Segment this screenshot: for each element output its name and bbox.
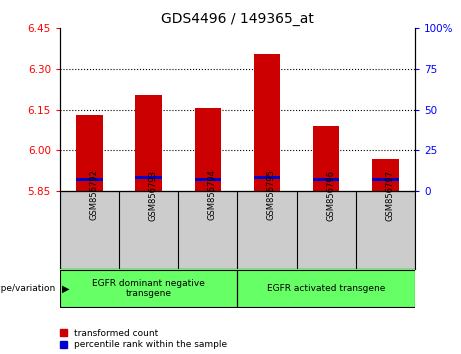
- Text: ▶: ▶: [62, 284, 70, 293]
- Text: GSM856792: GSM856792: [89, 170, 99, 221]
- Bar: [313, 178, 339, 181]
- Text: EGFR dominant negative
transgene: EGFR dominant negative transgene: [92, 279, 205, 298]
- Bar: [136, 95, 162, 191]
- Text: genotype/variation: genotype/variation: [0, 284, 55, 293]
- Bar: [372, 159, 399, 191]
- Text: GSM856797: GSM856797: [385, 170, 394, 221]
- Title: GDS4496 / 149365_at: GDS4496 / 149365_at: [161, 12, 314, 26]
- Bar: [195, 178, 221, 181]
- Bar: [136, 176, 162, 179]
- Legend: transformed count, percentile rank within the sample: transformed count, percentile rank withi…: [60, 329, 227, 349]
- Bar: [313, 126, 339, 191]
- Bar: [372, 178, 399, 181]
- Text: GSM856795: GSM856795: [267, 170, 276, 221]
- Bar: [76, 115, 103, 191]
- Text: GSM856793: GSM856793: [148, 170, 158, 221]
- Bar: [254, 176, 280, 179]
- Bar: [237, 270, 415, 307]
- Bar: [60, 270, 237, 307]
- Text: GSM856796: GSM856796: [326, 170, 335, 221]
- Bar: [76, 178, 103, 181]
- Bar: [195, 108, 221, 191]
- Bar: [254, 54, 280, 191]
- Text: EGFR activated transgene: EGFR activated transgene: [267, 284, 385, 293]
- Text: GSM856794: GSM856794: [208, 170, 217, 221]
